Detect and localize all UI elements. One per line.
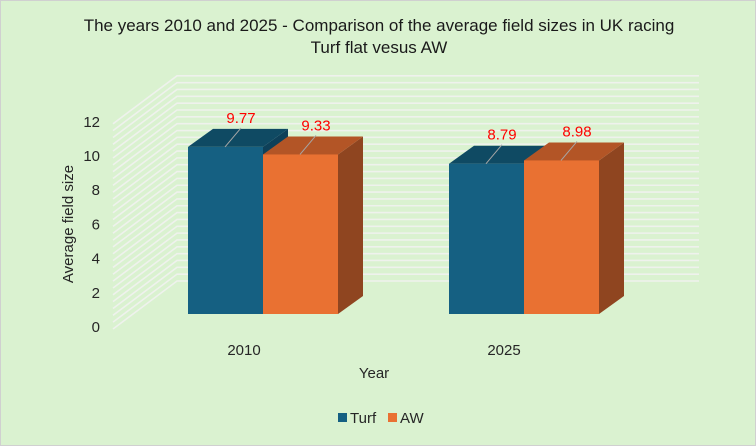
data-labels: 9.77 9.33 8.79 8.98 [224,110,592,165]
gridline [112,75,699,125]
bar-top-face [188,128,288,147]
y-axis-ticks: 0 2 4 6 8 10 12 [83,114,100,336]
bar-front-face [524,160,599,314]
bar-top-face [524,142,624,161]
legend-swatch [388,413,397,422]
bar-top-face [263,136,363,155]
data-label: 9.77 [226,110,255,127]
bar-top-face [449,145,549,164]
legend-label: AW [400,410,424,427]
y-tick-label: 2 [92,285,100,302]
bar-side-face [338,136,363,314]
gridline [112,88,699,139]
gridline [112,102,699,152]
bar-front-face [263,154,338,314]
gridline [112,129,699,180]
data-label-leader [299,135,317,155]
y-tick-label: 6 [92,216,100,233]
gridline [112,81,699,132]
bar-front-face [449,163,524,314]
legend-item-turf: Turf [338,410,377,427]
data-label: 9.33 [301,117,330,134]
chart-subtitle: Turf flat vesus AW [311,38,448,57]
data-label-leader [560,141,578,161]
y-tick-label: 12 [83,114,100,131]
gridline [112,116,699,166]
gridline [112,143,699,193]
x-tick-label: 2010 [227,342,260,359]
bar-side-face [599,142,624,314]
bar-aw-2025 [524,142,624,314]
bars [188,128,624,314]
legend: Turf AW [338,410,424,427]
y-tick-label: 8 [92,182,100,199]
data-label-leader [485,144,503,165]
data-label: 8.98 [562,123,591,140]
legend-swatch [338,413,347,422]
chart-title: The years 2010 and 2025 - Comparison of … [84,16,675,35]
y-tick-label: 0 [92,319,100,336]
y-axis-title: Average field size [60,165,77,283]
legend-label: Turf [350,410,377,427]
bar-aw-2010 [263,136,363,314]
x-axis-title: Year [359,365,389,382]
data-label-leader [224,127,242,148]
gridline [112,95,699,145]
gridline [112,122,699,173]
x-axis-ticks: 2010 2025 [227,342,520,359]
x-tick-label: 2025 [487,342,520,359]
y-tick-label: 10 [83,148,100,165]
gridline [112,136,699,187]
y-tick-label: 4 [92,251,100,268]
bar-front-face [188,146,263,314]
data-label: 8.79 [487,127,516,144]
legend-item-aw: AW [388,410,424,427]
gridline [112,109,699,159]
